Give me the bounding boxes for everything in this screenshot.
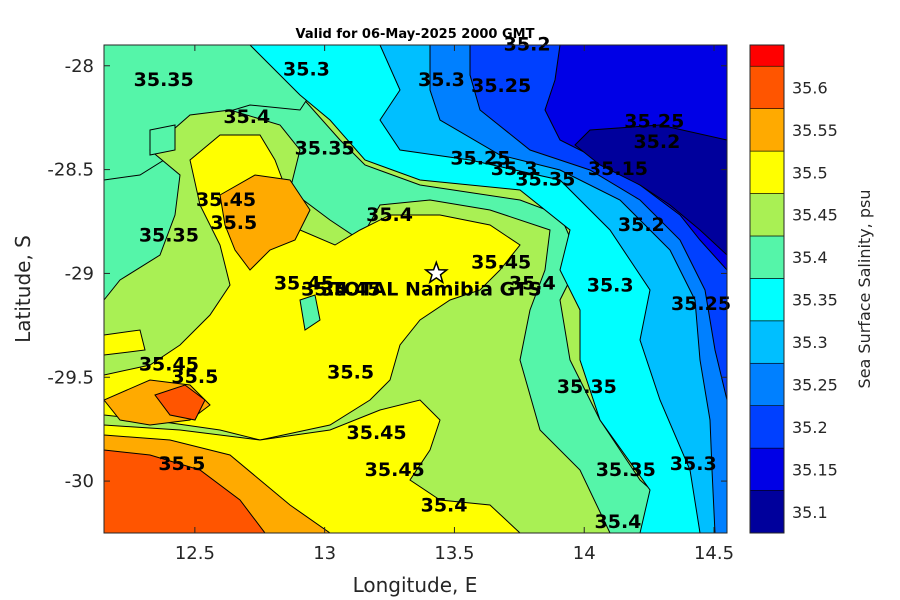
- chart-title: Valid for 06-May-2025 2000 GMT: [296, 27, 535, 42]
- region-35-4-islands: [299, 294, 321, 331]
- contour-label: 35.3: [418, 69, 465, 91]
- contour-label: 35.45: [139, 353, 199, 375]
- x-tick-label: 14: [573, 543, 596, 564]
- contour-label: 35.3: [670, 453, 717, 475]
- contour-label: 35.4: [223, 106, 270, 128]
- colorbar: 35.1 35.15 35.2 35.25 35.3 35.35 35.4 35.45 35.5…: [749, 44, 838, 534]
- contour-label: 35.35: [596, 459, 656, 481]
- region-35-35-patch-a: [149, 124, 176, 156]
- region-35-5-west: [219, 174, 311, 271]
- contour-label: 35.4: [509, 272, 556, 294]
- colorbar-band: [749, 320, 785, 364]
- contour-label: 35.45: [471, 252, 531, 274]
- contour-label: 35.35: [557, 376, 617, 398]
- y-tick-label: -29.5: [47, 367, 94, 388]
- y-tick-label: -29: [65, 263, 94, 284]
- colorbar-band: [749, 405, 785, 449]
- colorbar-band: [749, 44, 785, 67]
- contour-label: 35.35: [139, 225, 199, 247]
- x-tick-label: 13.5: [434, 543, 474, 564]
- contour-label: 35.45: [321, 279, 381, 301]
- region-35-45-north-patch: [104, 329, 146, 356]
- colorbar-band: [749, 447, 785, 491]
- contour-label: 35.3: [587, 274, 634, 296]
- x-axis-label: Longitude, E: [353, 573, 478, 597]
- contour-label: 35.35: [134, 69, 194, 91]
- region-35-05: [574, 124, 727, 256]
- colorbar-band: [749, 65, 785, 109]
- region-35-55-south: [104, 449, 266, 533]
- colorbar-frame: [749, 44, 785, 534]
- contour-label: 35.4: [421, 495, 468, 517]
- region-35-45: [104, 134, 521, 441]
- colorbar-tick-label: 35.6: [792, 78, 828, 97]
- colorbar-band: [749, 150, 785, 194]
- colorbar-tick-label: 35.25: [792, 375, 838, 394]
- contour-label: 35.4: [595, 511, 642, 533]
- colorbar-tick-label: 35.35: [792, 291, 838, 310]
- colorbar-band: [749, 490, 785, 534]
- contour-labels: 35.235.2535.335.335.3535.435.3535.2535.2…: [134, 34, 731, 534]
- contour-label: 35.35: [295, 137, 355, 159]
- colorbar-tick-label: 35.55: [792, 121, 838, 140]
- contour-label: 35.35: [515, 168, 575, 190]
- station: TOTAL Namibia GTS: [331, 260, 542, 300]
- contour-label: 35.25: [671, 293, 731, 315]
- y-tick-label: -28.5: [47, 160, 94, 181]
- x-tick-label: 12.5: [175, 543, 215, 564]
- colorbar-tick-label: 35.2: [792, 418, 828, 437]
- contour-label: 35.4: [366, 204, 413, 226]
- contour-label: 35.3: [491, 158, 538, 180]
- y-axis-label: Latitude, S: [11, 235, 35, 343]
- colorbar-band: [749, 235, 785, 279]
- contour-label: 35.45: [347, 422, 407, 444]
- contour-label: 35.5: [327, 362, 374, 384]
- contour-label: 35.25: [450, 148, 510, 170]
- star-icon: [423, 260, 449, 285]
- contour-label: 35.5: [171, 366, 218, 388]
- contour-label: 35.5: [158, 453, 205, 475]
- colorbar-band: [749, 362, 785, 406]
- x-tick-label: 13: [313, 543, 336, 564]
- colorbar-tick-label: 35.4: [792, 248, 828, 267]
- contour-label: 35.45: [365, 459, 425, 481]
- contour-label: 35.25: [624, 110, 684, 132]
- colorbar-label: Sea Surface Salinity, psu: [855, 190, 874, 389]
- y-tick-label: -28: [65, 56, 94, 77]
- station-label: TOTAL Namibia GTS: [331, 278, 542, 300]
- x-tick-label: 14.5: [694, 543, 734, 564]
- colorbar-tick-label: 35.3: [792, 333, 828, 352]
- contour-label: 35.15: [588, 158, 648, 180]
- contour-label: 35.45: [196, 189, 256, 211]
- salinity-map: [104, 45, 727, 533]
- contour-label: 35.45: [274, 272, 334, 294]
- region-35-55-small: [154, 384, 206, 421]
- contour-label: 35.2: [618, 214, 665, 236]
- colorbar-tick-label: 35.45: [792, 206, 838, 225]
- y-tick-label: -30: [65, 471, 94, 492]
- x-axis: 12.5 13 13.5 14 14.5: [175, 45, 734, 564]
- colorbar-band: [749, 193, 785, 237]
- contour-label: 35.2: [633, 131, 680, 153]
- colorbar-tick-label: 35.15: [792, 460, 838, 479]
- colorbar-tick-label: 35.1: [792, 503, 828, 522]
- contour-label: 35.3: [283, 58, 330, 80]
- y-axis: -28 -28.5 -29 -29.5 -30: [47, 56, 727, 492]
- plot-frame: [103, 44, 728, 534]
- contour-label: 35.25: [471, 75, 531, 97]
- colorbar-tick-label: 35.5: [792, 163, 828, 182]
- colorbar-band: [749, 278, 785, 322]
- contour-label: 35.5: [210, 212, 257, 234]
- contour-label: 35.4: [301, 279, 348, 301]
- colorbar-band: [749, 108, 785, 152]
